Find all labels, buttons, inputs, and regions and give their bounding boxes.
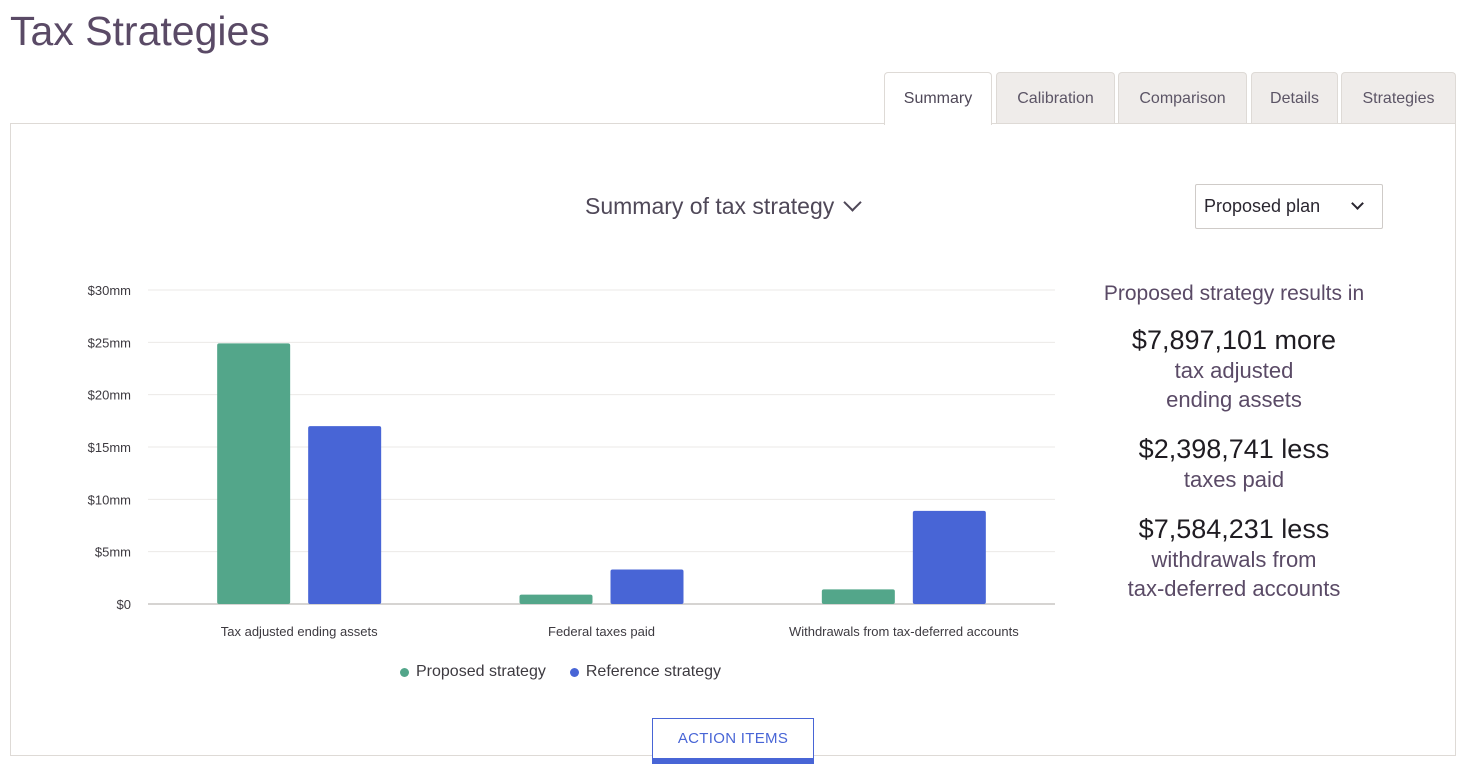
chart-legend: Proposed strategy Reference strategy xyxy=(400,663,721,681)
legend-dot-proposed xyxy=(400,667,409,677)
legend-item-proposed[interactable]: Proposed strategy xyxy=(400,663,546,681)
page-title: Tax Strategies xyxy=(10,8,270,54)
legend-label-proposed: Proposed strategy xyxy=(416,663,546,680)
y-tick-label: $30mm xyxy=(88,283,131,298)
tab-details[interactable]: Details xyxy=(1251,72,1338,124)
result-withdrawals: $7,584,231 less withdrawals from tax-def… xyxy=(1080,513,1388,603)
result-description-line: ending assets xyxy=(1166,387,1302,412)
bar-proposed[interactable] xyxy=(217,343,291,604)
tab-strategies[interactable]: Strategies xyxy=(1341,72,1456,124)
result-amount: $7,584,231 less xyxy=(1138,514,1330,544)
result-description: tax adjusted ending assets xyxy=(1080,356,1388,414)
x-category-label: Federal taxes paid xyxy=(548,624,655,639)
plan-select-value: Proposed plan xyxy=(1204,196,1321,216)
legend-dot-reference xyxy=(569,667,579,677)
result-description-line: taxes paid xyxy=(1183,467,1285,492)
x-category-label: Tax adjusted ending assets xyxy=(221,624,378,639)
results-lead: Proposed strategy results in xyxy=(1103,282,1365,305)
bar-proposed[interactable] xyxy=(821,589,895,604)
y-tick-label: $25mm xyxy=(88,335,131,350)
result-assets: $7,897,101 more tax adjusted ending asse… xyxy=(1080,324,1388,414)
bar-reference[interactable] xyxy=(912,510,986,604)
action-items-button[interactable]: ACTION ITEMS xyxy=(652,718,814,764)
tab-bar: Summary Calibration Comparison Details S… xyxy=(0,72,1464,125)
tab-calibration[interactable]: Calibration xyxy=(996,72,1115,124)
tab-comparison[interactable]: Comparison xyxy=(1118,72,1247,124)
result-amount: $7,897,101 more xyxy=(1131,325,1337,355)
x-category-label: Withdrawals from tax-deferred accounts xyxy=(789,624,1019,639)
y-tick-label: $15mm xyxy=(88,440,131,455)
y-tick-label: $20mm xyxy=(88,388,131,403)
legend-label-reference: Reference strategy xyxy=(585,663,722,680)
result-description: taxes paid xyxy=(1080,465,1388,494)
y-tick-label: $5mm xyxy=(95,545,131,560)
chart-title: Summary of tax strategy xyxy=(585,193,835,219)
plan-select[interactable]: Proposed plan xyxy=(1195,184,1383,229)
bar-proposed[interactable] xyxy=(519,594,593,604)
legend-item-reference[interactable]: Reference strategy xyxy=(569,663,722,681)
y-tick-label: $0 xyxy=(117,597,131,612)
tab-summary[interactable]: Summary xyxy=(884,72,992,125)
chart-view-dropdown[interactable]: Summary of tax strategy xyxy=(585,193,862,220)
strategy-results: Proposed strategy results in $7,897,101 … xyxy=(1080,282,1388,622)
result-taxes: $2,398,741 less taxes paid xyxy=(1080,433,1388,494)
result-description: withdrawals from tax-deferred accounts xyxy=(1080,545,1388,603)
bar-reference[interactable] xyxy=(610,569,684,604)
result-description-line: tax-deferred accounts xyxy=(1127,576,1341,601)
y-tick-label: $10mm xyxy=(88,492,131,507)
result-description-line: withdrawals from xyxy=(1151,547,1317,572)
bar-reference[interactable] xyxy=(308,426,382,604)
result-amount: $2,398,741 less xyxy=(1138,434,1330,464)
result-description-line: tax adjusted xyxy=(1174,358,1294,383)
